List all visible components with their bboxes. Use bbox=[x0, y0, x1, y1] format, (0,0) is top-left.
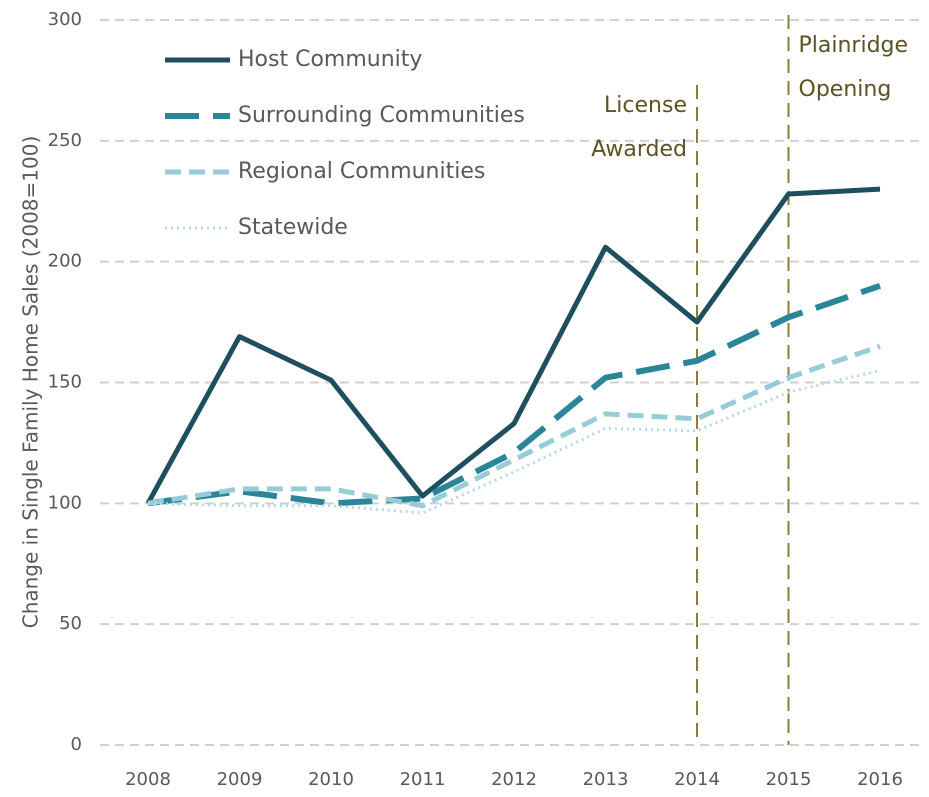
series-line bbox=[145, 186, 881, 505]
annotation-text: License bbox=[604, 93, 687, 118]
legend-label: Surrounding Communities bbox=[238, 103, 525, 128]
series-line bbox=[147, 282, 881, 507]
x-tick-label: 2008 bbox=[125, 769, 171, 790]
series-line bbox=[147, 343, 881, 509]
x-tick-label: 2012 bbox=[491, 769, 537, 790]
annotation-text: Opening bbox=[799, 77, 892, 102]
x-tick-label: 2010 bbox=[308, 769, 354, 790]
y-tick-label: 200 bbox=[48, 251, 82, 272]
x-tick-label: 2015 bbox=[766, 769, 812, 790]
x-tick-label: 2011 bbox=[400, 769, 446, 790]
legend-label: Regional Communities bbox=[238, 159, 485, 184]
x-tick-label: 2009 bbox=[217, 769, 263, 790]
x-tick-label: 2016 bbox=[857, 769, 903, 790]
legend-label: Statewide bbox=[238, 215, 348, 240]
x-tick-label: 2013 bbox=[583, 769, 629, 790]
x-tick-label: 2014 bbox=[674, 769, 720, 790]
legend-label: Host Community bbox=[238, 47, 422, 72]
y-tick-label: 50 bbox=[59, 613, 82, 634]
y-tick-label: 250 bbox=[48, 130, 82, 151]
y-tick-label: 0 bbox=[71, 734, 82, 755]
annotation-text: Awarded bbox=[591, 137, 687, 162]
y-tick-label: 300 bbox=[48, 9, 82, 30]
y-axis-label: Change in Single Family Home Sales (2008… bbox=[19, 136, 43, 629]
y-tick-label: 150 bbox=[48, 372, 82, 393]
annotation-text: Plainridge bbox=[799, 33, 909, 58]
y-tick-label: 100 bbox=[48, 492, 82, 513]
